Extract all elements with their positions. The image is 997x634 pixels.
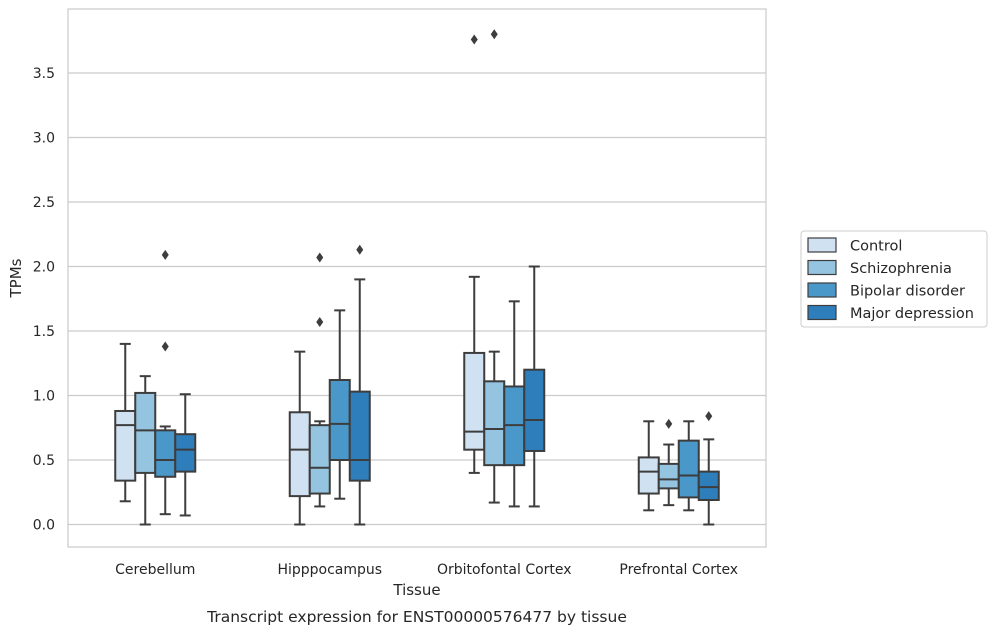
box-body xyxy=(288,411,311,498)
y-axis-label: TPMs xyxy=(7,258,25,298)
legend-swatch xyxy=(807,237,837,253)
box-1-0 xyxy=(288,350,311,526)
x-tick-label: Prefrontal Cortex xyxy=(619,562,738,578)
outlier-point xyxy=(470,34,478,45)
outlier-point xyxy=(316,316,324,327)
box-groups xyxy=(114,29,720,526)
legend-box xyxy=(800,230,988,328)
box-body xyxy=(308,424,331,495)
box-body xyxy=(154,429,177,478)
outlier-point xyxy=(161,249,169,260)
outlier-point xyxy=(665,418,673,429)
box-body xyxy=(134,391,157,474)
y-tick-label: 3.5 xyxy=(33,66,55,82)
box-body xyxy=(657,462,680,490)
box-body xyxy=(328,379,351,461)
y-tick-label: 1.5 xyxy=(33,324,55,340)
chart-caption: Transcript expression for ENST0000057647… xyxy=(206,608,627,626)
x-tick-label: Cerebellum xyxy=(115,562,195,578)
outlier-point xyxy=(161,341,169,352)
legend-swatch xyxy=(807,259,837,276)
y-tick-label: 2.5 xyxy=(33,195,55,211)
box-0-0 xyxy=(114,342,137,503)
x-axis-label: Tissue xyxy=(392,581,440,599)
outlier-point xyxy=(316,252,324,263)
box-3-3 xyxy=(697,411,720,526)
outlier-point xyxy=(356,244,364,255)
box-body xyxy=(174,433,197,473)
box-body xyxy=(483,380,506,467)
box-3-1 xyxy=(657,418,680,507)
legend: Control Schizophrenia Bipolar disorder Majo… xyxy=(800,230,988,328)
outlier-point xyxy=(705,411,713,422)
box-0-2 xyxy=(154,249,177,516)
legend-label: Schizophrenia xyxy=(850,261,952,277)
box-0-1 xyxy=(134,375,157,526)
y-tick-label: 2.0 xyxy=(33,260,55,276)
y-tick-label: 3.0 xyxy=(33,131,55,147)
box-body xyxy=(523,368,546,452)
legend-label: Control xyxy=(850,239,902,255)
legend-label: Bipolar disorder xyxy=(850,284,965,300)
box-0-3 xyxy=(174,393,197,517)
legend-label: Major depression xyxy=(850,306,974,322)
box-body xyxy=(697,470,720,501)
x-tick-labels: Cerebellum Hipppocampus Orbitofontal Corte… xyxy=(115,562,738,578)
box-2-1 xyxy=(483,29,506,504)
plot-frame xyxy=(67,8,767,548)
box-body xyxy=(637,456,660,495)
legend-swatch xyxy=(807,304,837,321)
x-tick-label: Hipppocampus xyxy=(277,562,382,578)
y-tick-label: 1.0 xyxy=(33,389,55,405)
x-tick-label: Orbitofontal Cortex xyxy=(437,562,572,578)
box-3-0 xyxy=(637,420,660,512)
box-1-3 xyxy=(348,244,371,526)
y-tick-label: 0.0 xyxy=(33,518,55,534)
box-2-3 xyxy=(523,265,546,508)
box-body xyxy=(114,409,137,482)
legend-swatch xyxy=(807,282,837,298)
box-body xyxy=(463,351,486,451)
box-body xyxy=(677,439,700,499)
outlier-point xyxy=(490,29,498,40)
box-body xyxy=(348,390,371,482)
box-3-2 xyxy=(677,420,700,512)
y-tick-labels: 0.0 0.5 1.0 1.5 2.0 2.5 3.0 3.5 xyxy=(33,66,55,534)
y-tick-label: 0.5 xyxy=(33,453,55,469)
